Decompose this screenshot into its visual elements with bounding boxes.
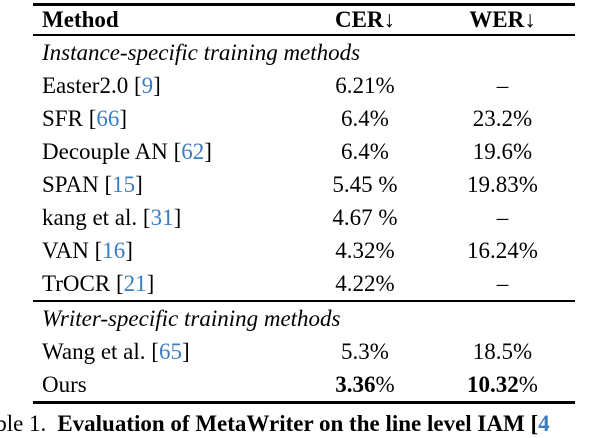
- section-title: Instance-specific training methods: [42, 40, 361, 65]
- method-cell: VAN [16]: [42, 238, 133, 263]
- citation-link[interactable]: 62: [181, 139, 205, 164]
- citation-link[interactable]: 9: [141, 73, 154, 98]
- method-cell: kang et al. [31]: [42, 205, 182, 230]
- method-cell: TrOCR [21]: [42, 271, 155, 296]
- table-row: Wang et al. [65] 5.3% 18.5%: [33, 335, 575, 368]
- caption-citation-link[interactable]: 4: [538, 411, 550, 436]
- method-name: kang et al.: [42, 205, 138, 230]
- cer-value: 5.3%: [341, 339, 389, 364]
- citation-link[interactable]: 21: [123, 271, 147, 296]
- method-name: VAN: [42, 238, 89, 263]
- method-name: Wang et al.: [42, 339, 146, 364]
- method-name: Easter2.0: [42, 73, 129, 98]
- table-section: Instance-specific training methods Easter…: [33, 36, 575, 300]
- wer-value: 18.5%: [472, 339, 533, 364]
- wer-value: 16.24%: [467, 238, 538, 263]
- method-cell: Decouple AN [62]: [42, 139, 212, 164]
- wer-value: –: [496, 73, 509, 98]
- wer-value: –: [496, 205, 509, 230]
- table-row: kang et al. [31] 4.67 % –: [33, 201, 575, 234]
- table-section: Writer-specific training methods Wang et …: [33, 300, 575, 401]
- citation-link[interactable]: 66: [96, 106, 120, 131]
- column-header-method: Method: [42, 7, 119, 32]
- method-name: SFR: [42, 106, 83, 131]
- method-cell: Ours: [33, 368, 300, 401]
- method-cell: SFR [66]: [42, 106, 128, 131]
- method-name: SPAN: [42, 172, 99, 197]
- results-table: Method CER↓ WER↓ Instance-specific train…: [33, 3, 575, 404]
- wer-value: –: [496, 271, 509, 296]
- table-header-row: Method CER↓ WER↓: [33, 6, 575, 36]
- section-title: Writer-specific training methods: [42, 306, 341, 331]
- citation-link[interactable]: 16: [102, 238, 126, 263]
- citation-link[interactable]: 15: [112, 172, 136, 197]
- caption-label: able 1.: [0, 411, 47, 436]
- cer-value: 3.36%: [335, 372, 395, 397]
- table-row: Ours 3.36% 10.32%: [33, 368, 575, 401]
- column-header-wer: WER↓: [469, 7, 536, 32]
- caption-text: Evaluation of MetaWriter on the line lev…: [57, 411, 539, 436]
- method-name: Decouple AN: [42, 139, 168, 164]
- cer-value: 6.4%: [341, 139, 389, 164]
- cer-value: 4.67 %: [332, 205, 398, 230]
- table-row: TrOCR [21] 4.22% –: [33, 267, 575, 300]
- table-caption: able 1. Evaluation of MetaWriter on the l…: [0, 411, 604, 437]
- wer-value: 19.83%: [467, 172, 538, 197]
- method-name: Ours: [42, 372, 87, 397]
- citation-link[interactable]: 31: [150, 205, 174, 230]
- wer-value: 23.2%: [472, 106, 533, 131]
- wer-value: 19.6%: [472, 139, 533, 164]
- table-row: VAN [16] 4.32% 16.24%: [33, 234, 575, 267]
- cer-value: 6.21%: [335, 73, 395, 98]
- table-row: SFR [66] 6.4% 23.2%: [33, 102, 575, 135]
- table-row: Easter2.0 [9] 6.21% –: [33, 69, 575, 102]
- method-cell: Wang et al. [65]: [42, 339, 190, 364]
- method-cell: SPAN [15]: [42, 172, 143, 197]
- column-header-cer: CER↓: [334, 7, 396, 32]
- table-body: Instance-specific training methods Easter…: [33, 36, 575, 401]
- cer-value: 5.45 %: [332, 172, 398, 197]
- wer-value: 10.32%: [467, 372, 538, 397]
- cer-value: 6.4%: [341, 106, 389, 131]
- method-name: TrOCR: [42, 271, 111, 296]
- table-row: Decouple AN [62] 6.4% 19.6%: [33, 135, 575, 168]
- method-cell: Easter2.0 [9]: [42, 73, 161, 98]
- cer-value: 4.32%: [335, 238, 395, 263]
- citation-link[interactable]: 65: [158, 339, 182, 364]
- cer-value: 4.22%: [335, 271, 395, 296]
- table-row: SPAN [15] 5.45 % 19.83%: [33, 168, 575, 201]
